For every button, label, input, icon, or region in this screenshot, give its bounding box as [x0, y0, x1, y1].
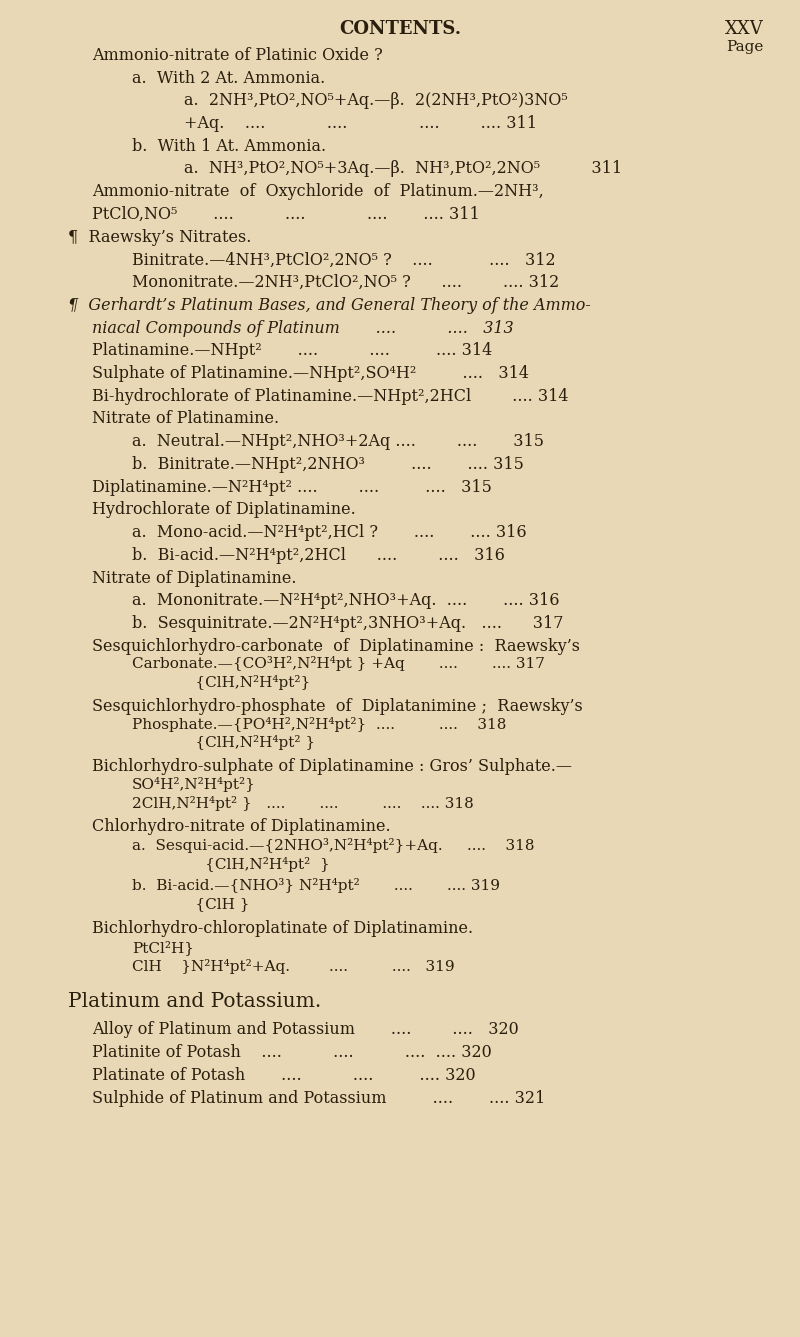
- Text: b.  With 1 At. Ammonia.: b. With 1 At. Ammonia.: [132, 138, 326, 155]
- Text: Sesquichlorhydro-phosphate  of  Diplatanimine ;  Raewsky’s: Sesquichlorhydro-phosphate of Diplatanim…: [92, 698, 582, 715]
- Text: Bichlorhydro-chloroplatinate of Diplatinamine.: Bichlorhydro-chloroplatinate of Diplatin…: [92, 920, 473, 937]
- Text: ¶  Gerhardt’s Platinum Bases, and General Theory of the Ammo-: ¶ Gerhardt’s Platinum Bases, and General…: [68, 297, 590, 314]
- Text: Mononitrate.—2NH³,PtClO²,NO⁵ ?      ....        .... 312: Mononitrate.—2NH³,PtClO²,NO⁵ ? .... ....…: [132, 274, 559, 291]
- Text: {ClH }: {ClH }: [132, 897, 250, 910]
- Text: a.  2NH³,PtO²,NO⁵+Aq.—β.  2(2NH³,PtO²)3NO⁵: a. 2NH³,PtO²,NO⁵+Aq.—β. 2(2NH³,PtO²)3NO⁵: [184, 92, 568, 110]
- Text: Bi-hydrochlorate of Platinamine.—NHpt²,2HCl        .... 314: Bi-hydrochlorate of Platinamine.—NHpt²,2…: [92, 388, 569, 405]
- Text: a.  NH³,PtO²,NO⁵+3Aq.—β.  NH³,PtO²,2NO⁵          311: a. NH³,PtO²,NO⁵+3Aq.—β. NH³,PtO²,2NO⁵ 31…: [184, 160, 622, 178]
- Text: a.  Sesqui-acid.—{2NHO³,N²H⁴pt²}+Aq.     ....    318: a. Sesqui-acid.—{2NHO³,N²H⁴pt²}+Aq. ....…: [132, 838, 534, 853]
- Text: a.  With 2 At. Ammonia.: a. With 2 At. Ammonia.: [132, 70, 326, 87]
- Text: a.  Mono-acid.—N²H⁴pt²,HCl ?       ....       .... 316: a. Mono-acid.—N²H⁴pt²,HCl ? .... .... 31…: [132, 524, 526, 541]
- Text: +Aq.    ....            ....              ....        .... 311: +Aq. .... .... .... .... 311: [184, 115, 537, 132]
- Text: {ClH,N²H⁴pt²}: {ClH,N²H⁴pt²}: [132, 675, 310, 690]
- Text: b.  Bi-acid.—{NHO³} N²H⁴pt²       ....       .... 319: b. Bi-acid.—{NHO³} N²H⁴pt² .... .... 319: [132, 878, 500, 893]
- Text: b.  Bi-acid.—N²H⁴pt²,2HCl      ....        ....   316: b. Bi-acid.—N²H⁴pt²,2HCl .... .... 316: [132, 547, 505, 564]
- Text: Platinate of Potash       ....          ....         .... 320: Platinate of Potash .... .... .... 320: [92, 1067, 476, 1084]
- Text: ¶  Raewsky’s Nitrates.: ¶ Raewsky’s Nitrates.: [68, 229, 251, 246]
- Text: Ammonio-nitrate  of  Oxychloride  of  Platinum.—2NH³,: Ammonio-nitrate of Oxychloride of Platin…: [92, 183, 544, 201]
- Text: 2ClH,N²H⁴pt² }   ....       ....         ....    .... 318: 2ClH,N²H⁴pt² } .... .... .... .... 318: [132, 796, 474, 810]
- Text: niacal Compounds of Platinum       ....          ....   313: niacal Compounds of Platinum .... .... 3…: [92, 320, 514, 337]
- Text: Hydrochlorate of Diplatinamine.: Hydrochlorate of Diplatinamine.: [92, 501, 356, 519]
- Text: CONTENTS.: CONTENTS.: [339, 20, 461, 37]
- Text: Diplatinamine.—N²H⁴pt² ....        ....         ....   315: Diplatinamine.—N²H⁴pt² .... .... .... 31…: [92, 479, 492, 496]
- Text: PtClO,NO⁵       ....          ....            ....       .... 311: PtClO,NO⁵ .... .... .... .... 311: [92, 206, 480, 223]
- Text: Phosphate.—{PO⁴H²,N²H⁴pt²}  ....         ....    318: Phosphate.—{PO⁴H²,N²H⁴pt²} .... .... 318: [132, 717, 506, 731]
- Text: ClH    }N²H⁴pt²+Aq.        ....         ....   319: ClH }N²H⁴pt²+Aq. .... .... 319: [132, 959, 454, 973]
- Text: {ClH,N²H⁴pt² }: {ClH,N²H⁴pt² }: [132, 735, 315, 750]
- Text: SO⁴H²,N²H⁴pt²}: SO⁴H²,N²H⁴pt²}: [132, 777, 256, 792]
- Text: b.  Sesquinitrate.—2N²H⁴pt²,3NHO³+Aq.   ....      317: b. Sesquinitrate.—2N²H⁴pt²,3NHO³+Aq. ...…: [132, 615, 563, 632]
- Text: a.  Neutral.—NHpt²,NHO³+2Aq ....        ....       315: a. Neutral.—NHpt²,NHO³+2Aq .... .... 315: [132, 433, 544, 451]
- Text: Nitrate of Diplatinamine.: Nitrate of Diplatinamine.: [92, 570, 297, 587]
- Text: Chlorhydro-nitrate of Diplatinamine.: Chlorhydro-nitrate of Diplatinamine.: [92, 818, 390, 836]
- Text: a.  Mononitrate.—N²H⁴pt²,NHO³+Aq.  ....       .... 316: a. Mononitrate.—N²H⁴pt²,NHO³+Aq. .... ..…: [132, 592, 559, 610]
- Text: Alloy of Platinum and Potassium       ....        ....   320: Alloy of Platinum and Potassium .... ...…: [92, 1021, 518, 1039]
- Text: Platinite of Potash    ....          ....          ....  .... 320: Platinite of Potash .... .... .... .... …: [92, 1044, 492, 1062]
- Text: Carbonate.—{CO³H²,N²H⁴pt } +Aq       ....       .... 317: Carbonate.—{CO³H²,N²H⁴pt } +Aq .... ....…: [132, 656, 545, 671]
- Text: Binitrate.—4NH³,PtClO²,2NO⁵ ?    ....           ....   312: Binitrate.—4NH³,PtClO²,2NO⁵ ? .... .... …: [132, 251, 556, 269]
- Text: {ClH,N²H⁴pt²  }: {ClH,N²H⁴pt² }: [132, 857, 330, 872]
- Text: Nitrate of Platinamine.: Nitrate of Platinamine.: [92, 410, 279, 428]
- Text: Platinum and Potassium.: Platinum and Potassium.: [68, 992, 322, 1011]
- Text: b.  Binitrate.—NHpt²,2NHO³         ....       .... 315: b. Binitrate.—NHpt²,2NHO³ .... .... 315: [132, 456, 524, 473]
- Text: Platinamine.—NHpt²       ....          ....         .... 314: Platinamine.—NHpt² .... .... .... 314: [92, 342, 492, 360]
- Text: PtCl²H}: PtCl²H}: [132, 940, 194, 955]
- Text: Sulphate of Platinamine.—NHpt²,SO⁴H²         ....   314: Sulphate of Platinamine.—NHpt²,SO⁴H² ...…: [92, 365, 529, 382]
- Text: XXV: XXV: [726, 20, 764, 37]
- Text: Ammonio-nitrate of Platinic Oxide ?: Ammonio-nitrate of Platinic Oxide ?: [92, 47, 382, 64]
- Text: Sulphide of Platinum and Potassium         ....       .... 321: Sulphide of Platinum and Potassium .... …: [92, 1090, 546, 1107]
- Text: Bichlorhydro-sulphate of Diplatinamine : Gros’ Sulphate.—: Bichlorhydro-sulphate of Diplatinamine :…: [92, 758, 572, 775]
- Text: Page: Page: [726, 40, 764, 53]
- Text: Sesquichlorhydro-carbonate  of  Diplatinamine :  Raewsky’s: Sesquichlorhydro-carbonate of Diplatinam…: [92, 638, 580, 655]
